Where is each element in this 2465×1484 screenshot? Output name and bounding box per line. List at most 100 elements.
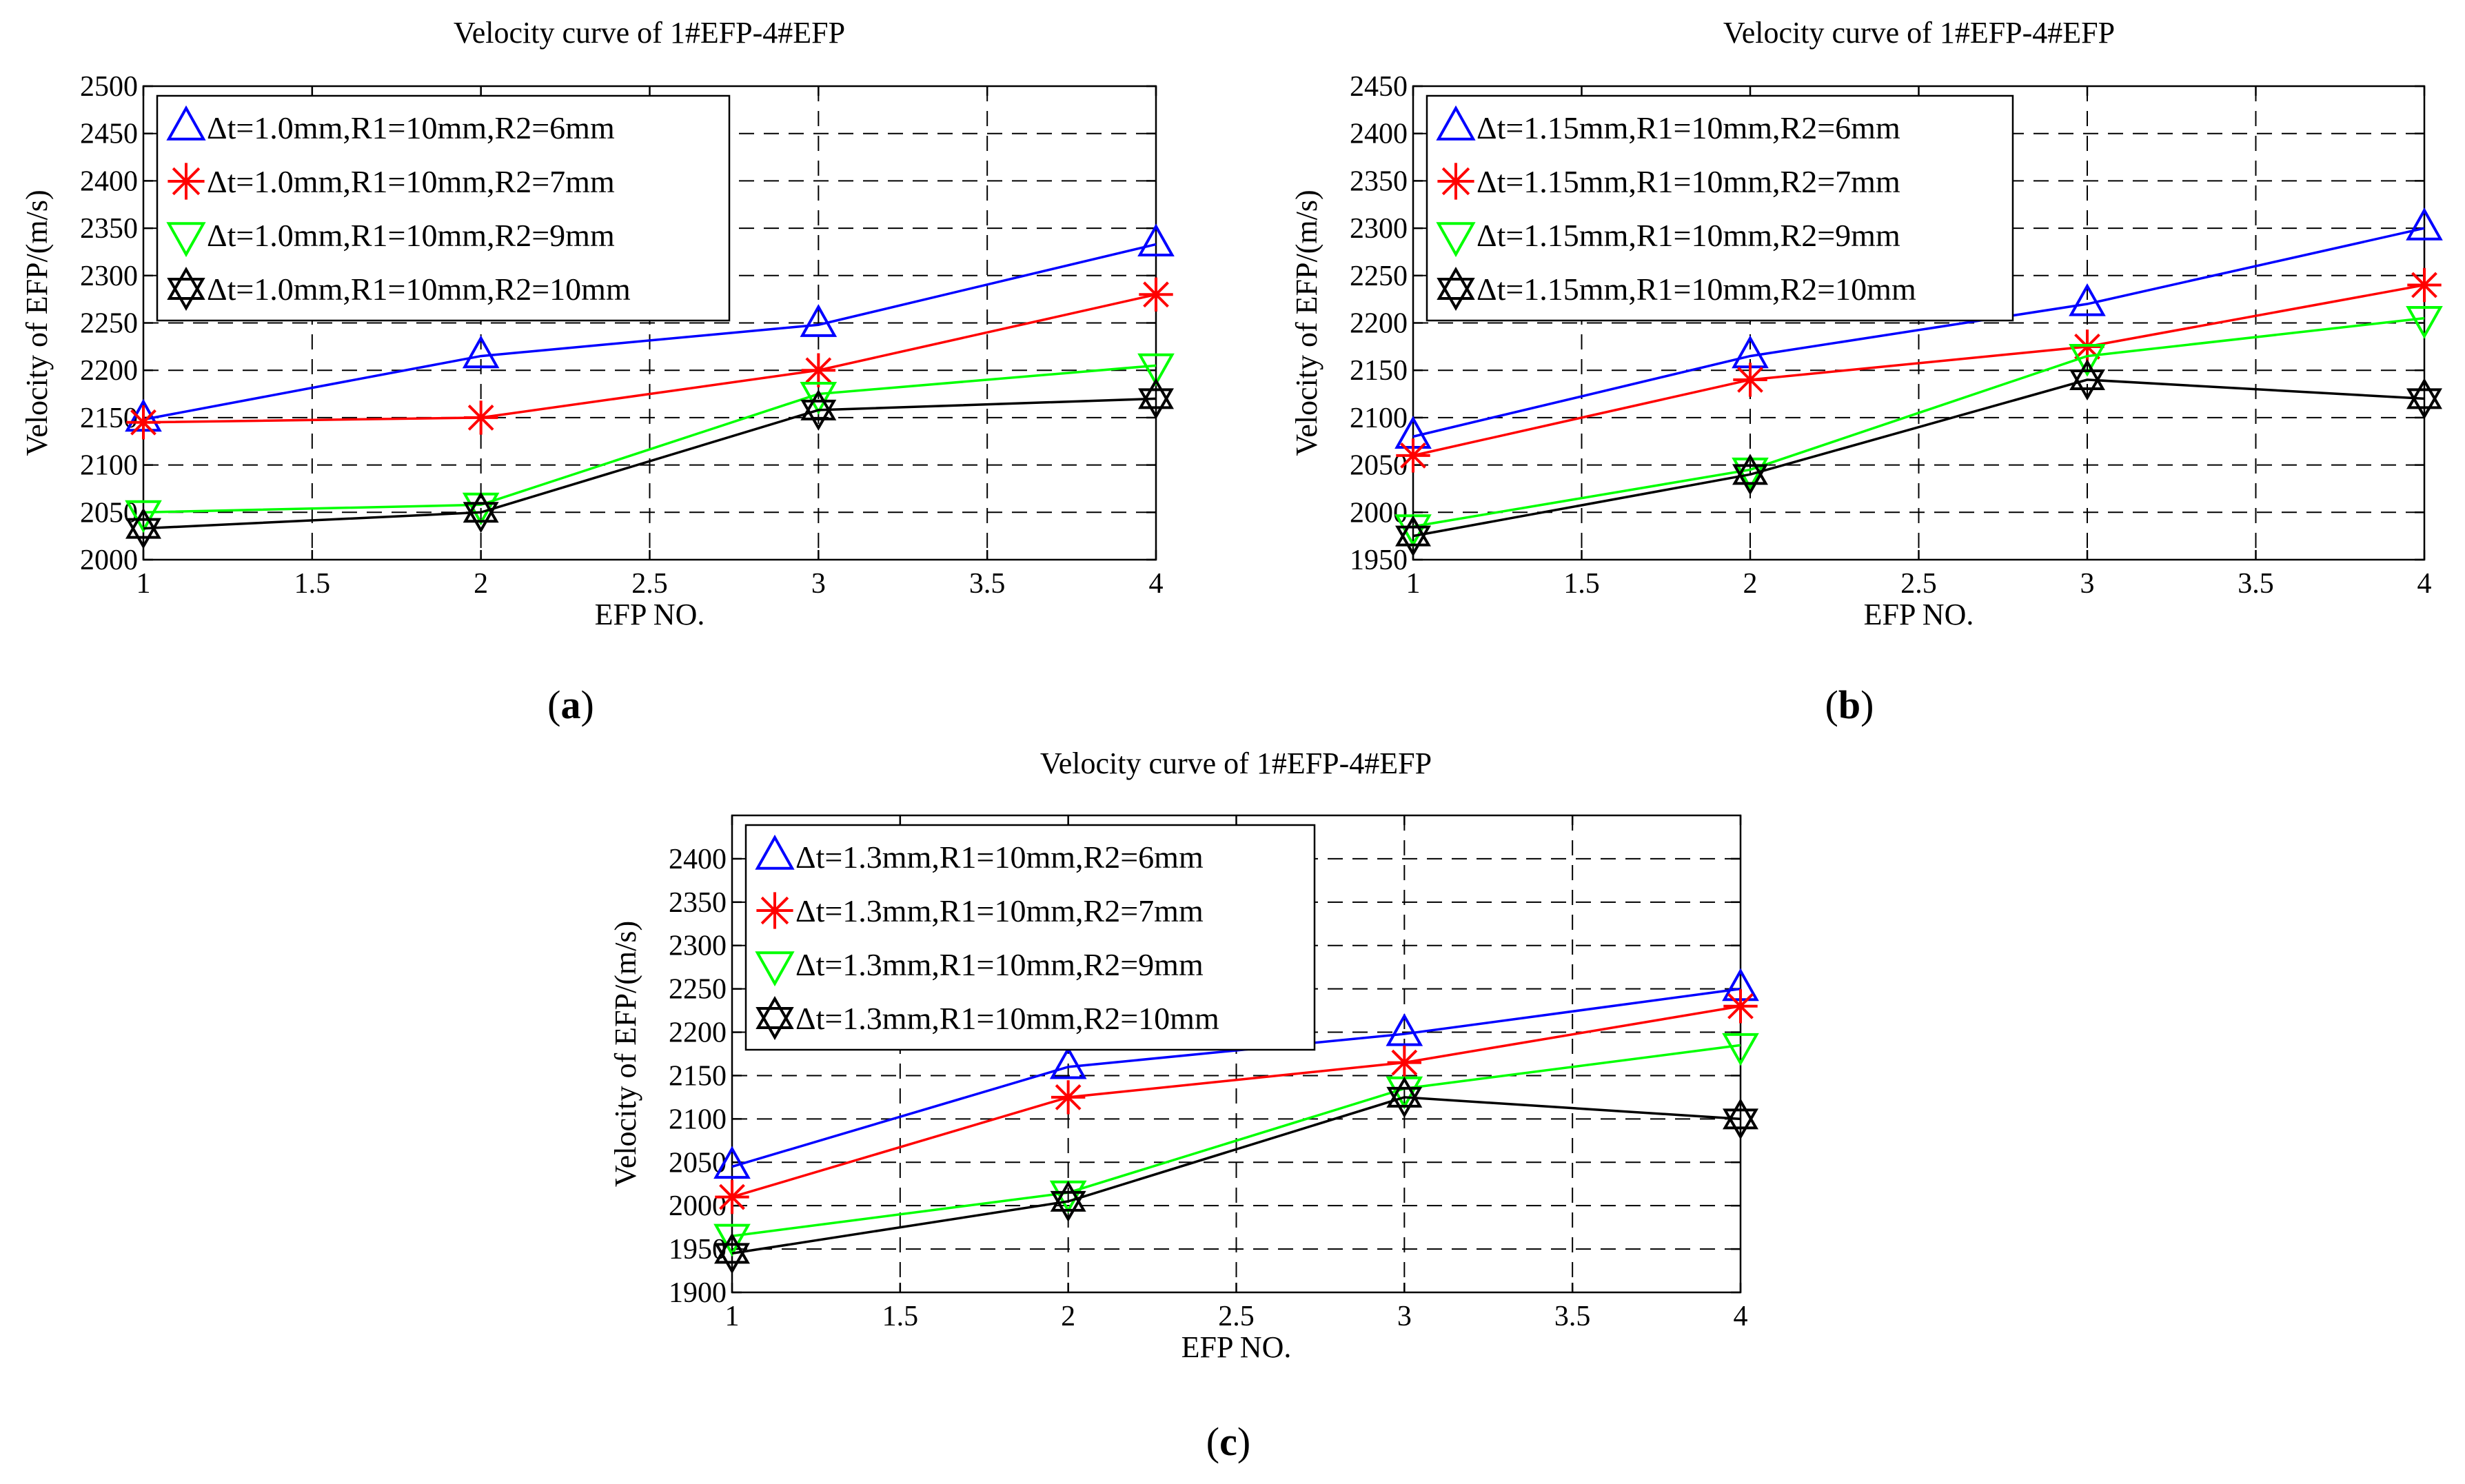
x-axis-label: EFP NO.: [595, 598, 705, 631]
x-tick-label: 3.5: [969, 568, 1006, 600]
data-point: [125, 500, 162, 533]
legend-entry: Δt=1.15mm,R1=10mm,R2=6mm: [1477, 110, 1900, 145]
legend-entry: Δt=1.0mm,R1=10mm,R2=7mm: [207, 164, 615, 199]
data-point: [2069, 343, 2106, 377]
x-axis-label: EFP NO.: [1181, 1330, 1292, 1364]
data-point: [2406, 207, 2443, 241]
series-line: [143, 293, 1157, 424]
data-point: [126, 405, 161, 440]
y-tick-label: 2300: [669, 931, 727, 962]
series-2: [715, 989, 1758, 1214]
series-3: [125, 353, 1175, 533]
series-4: [1395, 358, 2442, 557]
data-point: [463, 491, 499, 533]
legend-marker: [166, 105, 206, 141]
legend-entry: Δt=1.3mm,R1=10mm,R2=10mm: [795, 1001, 1219, 1036]
legend-entry: Δt=1.3mm,R1=10mm,R2=6mm: [795, 840, 1204, 875]
data-point: [1723, 1098, 1758, 1140]
legend-marker: [755, 995, 794, 1041]
y-tick-label: 2200: [669, 1017, 727, 1049]
data-point: [1396, 438, 1430, 473]
series-line: [1412, 227, 2425, 438]
x-tick-label: 1.5: [294, 568, 331, 600]
y-tick-label: 2500: [80, 71, 138, 103]
chart-panel-b: Velocity curve of 1#EFP-4#EFP 1 1.5 2 2.5 3 3.…: [1290, 16, 2443, 727]
data-point: [713, 1146, 751, 1179]
legend-marker: [1437, 163, 1474, 200]
y-tick-label: 2400: [1350, 119, 1408, 150]
x-tick-label: 3: [1397, 1301, 1412, 1332]
y-tick-label: 2250: [669, 974, 727, 1006]
y-tick-label: 2350: [80, 213, 138, 245]
chart-title: Velocity curve of 1#EFP-4#EFP: [1040, 746, 1432, 780]
y-tick-label: 2100: [669, 1104, 727, 1135]
series-line: [731, 1005, 1741, 1199]
x-tick-label: 2: [474, 568, 488, 600]
data-point: [801, 353, 836, 387]
legend-marker: [755, 951, 795, 987]
y-tick-label: 2450: [80, 119, 138, 150]
x-tick-label: 4: [1149, 568, 1164, 600]
y-axis-label: Velocity of EFP/(m/s): [1290, 190, 1323, 456]
y-tick-label: 2300: [80, 261, 138, 292]
panel-caption: (a): [547, 682, 594, 727]
legend-entry: Δt=1.15mm,R1=10mm,R2=10mm: [1477, 272, 1916, 307]
data-point: [800, 381, 838, 415]
legend-marker: [166, 222, 206, 258]
x-axis-label: EFP NO.: [1864, 598, 1974, 631]
x-tick-label: 2: [1743, 568, 1758, 600]
x-tick-label: 2.5: [631, 568, 668, 600]
x-tick-label: 4: [1734, 1301, 1748, 1332]
x-tick-label: 3: [2080, 568, 2095, 600]
legend-entry: Δt=1.0mm,R1=10mm,R2=6mm: [207, 110, 615, 145]
data-point: [1049, 1046, 1087, 1079]
legend-marker: [756, 892, 793, 929]
chart-panel-c: Velocity curve of 1#EFP-4#EFP 1 1.5 2 2.5 3 3.…: [609, 746, 1759, 1464]
y-tick-label: 2250: [80, 308, 138, 340]
data-point: [2406, 306, 2443, 339]
y-tick-label: 1900: [669, 1277, 727, 1309]
x-tick-label: 1.5: [882, 1301, 919, 1332]
legend: Δt=1.0mm,R1=10mm,R2=6mm Δt=1.0mm,R1=10mm,…: [156, 94, 731, 322]
data-point: [715, 1179, 749, 1214]
data-point: [1138, 378, 1174, 420]
y-tick-label: 2100: [80, 450, 138, 482]
y-axis-label: Velocity of EFP/(m/s): [20, 190, 54, 456]
y-axis-label: Velocity of EFP/(m/s): [609, 921, 642, 1187]
legend-entry: Δt=1.0mm,R1=10mm,R2=9mm: [207, 218, 615, 253]
legend-entry: Δt=1.0mm,R1=10mm,R2=10mm: [207, 272, 631, 307]
chart-title: Velocity curve of 1#EFP-4#EFP: [1723, 16, 2115, 50]
series-line: [143, 243, 1157, 421]
data-point: [1386, 1076, 1423, 1118]
series-line: [1412, 378, 2425, 538]
y-tick-label: 2000: [1350, 497, 1408, 529]
legend-marker: [1436, 105, 1476, 141]
panel-caption: (c): [1206, 1419, 1250, 1464]
y-tick-label: 2200: [1350, 308, 1408, 340]
y-tick-label: 2100: [1350, 403, 1408, 434]
data-point: [1395, 515, 1431, 557]
chart-panel-a: Velocity curve of 1#EFP-4#EFP 1 1.5 2 2.5 3 3.…: [20, 16, 1175, 727]
y-tick-label: 2350: [1350, 165, 1408, 197]
data-point: [2069, 283, 2106, 316]
data-point: [1051, 1080, 1086, 1115]
series-line: [731, 1096, 1741, 1255]
chart-title: Velocity curve of 1#EFP-4#EFP: [454, 16, 845, 50]
data-point: [1723, 989, 1758, 1024]
series-4: [125, 378, 1174, 549]
data-point: [1050, 1180, 1086, 1222]
legend-entry: Δt=1.3mm,R1=10mm,R2=9mm: [795, 947, 1204, 982]
legend-marker: [1436, 222, 1476, 258]
data-point: [1733, 363, 1767, 397]
data-point: [463, 400, 498, 435]
legend-box: [744, 824, 1316, 1051]
data-point: [1137, 353, 1175, 387]
x-tick-label: 1.5: [1563, 568, 1600, 600]
x-tick-label: 1: [725, 1301, 740, 1332]
data-point: [1139, 277, 1173, 312]
y-tick-label: 2000: [80, 545, 138, 576]
series-line: [1412, 316, 2425, 528]
series-line: [731, 1044, 1741, 1237]
legend: Δt=1.15mm,R1=10mm,R2=6mm Δt=1.15mm,R1=10m…: [1426, 94, 2014, 322]
